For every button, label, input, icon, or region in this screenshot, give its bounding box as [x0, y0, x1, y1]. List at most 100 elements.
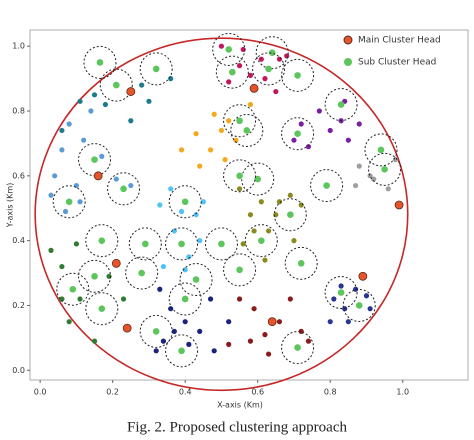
sensor-node [211, 348, 217, 354]
sensor-node [99, 153, 105, 159]
sub-cluster-head [138, 269, 145, 277]
sensor-node [157, 286, 163, 292]
cluster-ring [85, 292, 119, 326]
sensor-node [139, 82, 145, 88]
cluster-ring [284, 246, 318, 280]
sensor-node [193, 212, 199, 218]
sensor-node [356, 163, 362, 169]
sensor-node [211, 111, 217, 117]
cluster-ring [230, 113, 264, 147]
y-tick-label: 0.0 [12, 366, 25, 375]
sensor-node [128, 182, 134, 189]
sub-cluster-head [258, 237, 265, 244]
sensor-node [146, 98, 152, 104]
sensor-node [218, 43, 225, 49]
sub-cluster-head [152, 65, 160, 73]
sub-cluster-head [337, 289, 345, 296]
x-tick-label: 0.8 [324, 388, 337, 397]
sub-cluster-head [98, 305, 106, 313]
sensor-node [265, 351, 272, 357]
main-cluster-head [111, 258, 121, 268]
y-tick-label: 0.8 [12, 107, 25, 116]
sensor-node [178, 147, 185, 153]
sensor-node [385, 186, 391, 192]
sub-cluster-head [268, 49, 276, 56]
y-axis-title: Y-axis (Km) [6, 183, 15, 229]
sensor-node [251, 306, 257, 312]
sensor-node [233, 137, 239, 143]
sub-cluster-head [192, 276, 200, 283]
cluster-ring [324, 88, 358, 122]
sensor-node [113, 176, 119, 182]
sub-cluster-head [236, 266, 243, 274]
sensor-node [247, 212, 254, 218]
sensor-node [102, 101, 109, 108]
sensor-node [247, 101, 254, 108]
sensor-node [273, 88, 279, 95]
y-tick-label: 1.0 [12, 42, 25, 51]
sensor-node [236, 296, 243, 302]
sensor-node [157, 202, 163, 208]
cluster-ring [168, 185, 202, 219]
sensor-node [276, 199, 283, 205]
sensor-node [207, 147, 214, 153]
cluster-ring [310, 169, 344, 203]
sensor-node [77, 98, 83, 104]
cluster-ring [78, 259, 112, 293]
cluster-ring [273, 198, 307, 232]
cluster-ring [368, 152, 402, 186]
sensor-node [182, 319, 188, 325]
cluster-ring [85, 224, 119, 258]
y-tick-label: 0.2 [12, 301, 25, 310]
sensor-node [168, 76, 174, 82]
sensor-node [258, 56, 264, 62]
sub-cluster-head [142, 240, 149, 248]
cluster-ring [223, 253, 257, 287]
main-cluster-head [394, 200, 404, 210]
sensor-node [371, 176, 377, 182]
cluster-ring [223, 104, 257, 138]
sensor-node [160, 338, 167, 344]
sensor-node [81, 137, 87, 143]
sub-cluster-head [178, 347, 185, 355]
cluster-ring [128, 227, 162, 261]
sensor-node [287, 192, 293, 198]
sensor-node [236, 63, 243, 69]
sensor-node [352, 182, 359, 189]
sensor-node [66, 319, 72, 325]
sensor-node [262, 257, 268, 263]
sensor-node [168, 306, 174, 312]
cluster-ring [364, 133, 398, 167]
sub-cluster-head [381, 166, 388, 173]
sensor-node [338, 283, 344, 289]
sensor-node [128, 118, 134, 124]
sensor-node [258, 199, 264, 205]
cluster-ring [107, 172, 141, 206]
sub-cluster-head [65, 198, 73, 206]
sensor-node [88, 108, 94, 114]
sensor-node [247, 72, 254, 78]
sensor-node [91, 338, 98, 344]
sensor-node [197, 238, 203, 244]
sensor-node [363, 293, 370, 299]
sensor-node [59, 127, 65, 134]
legend-marker [343, 35, 353, 45]
sub-cluster-head [181, 198, 189, 206]
caption: Fig. 2. Proposed clustering approach [127, 419, 347, 435]
sensor-node [171, 328, 177, 334]
sub-cluster-head [225, 46, 232, 53]
cluster-ring [204, 227, 238, 261]
sensor-node [226, 118, 232, 124]
sensor-node [91, 92, 98, 98]
sub-cluster-head [377, 146, 385, 154]
sensor-node [291, 238, 297, 244]
sensor-node [226, 341, 232, 347]
sub-cluster-head [112, 81, 120, 89]
sensor-node [218, 127, 225, 134]
sensor-node [48, 192, 54, 198]
main-cluster-head [358, 271, 368, 281]
y-tick-label: 0.4 [12, 236, 25, 245]
sensor-node [251, 228, 257, 234]
sensor-node [59, 296, 65, 302]
sub-cluster-head [243, 127, 251, 134]
